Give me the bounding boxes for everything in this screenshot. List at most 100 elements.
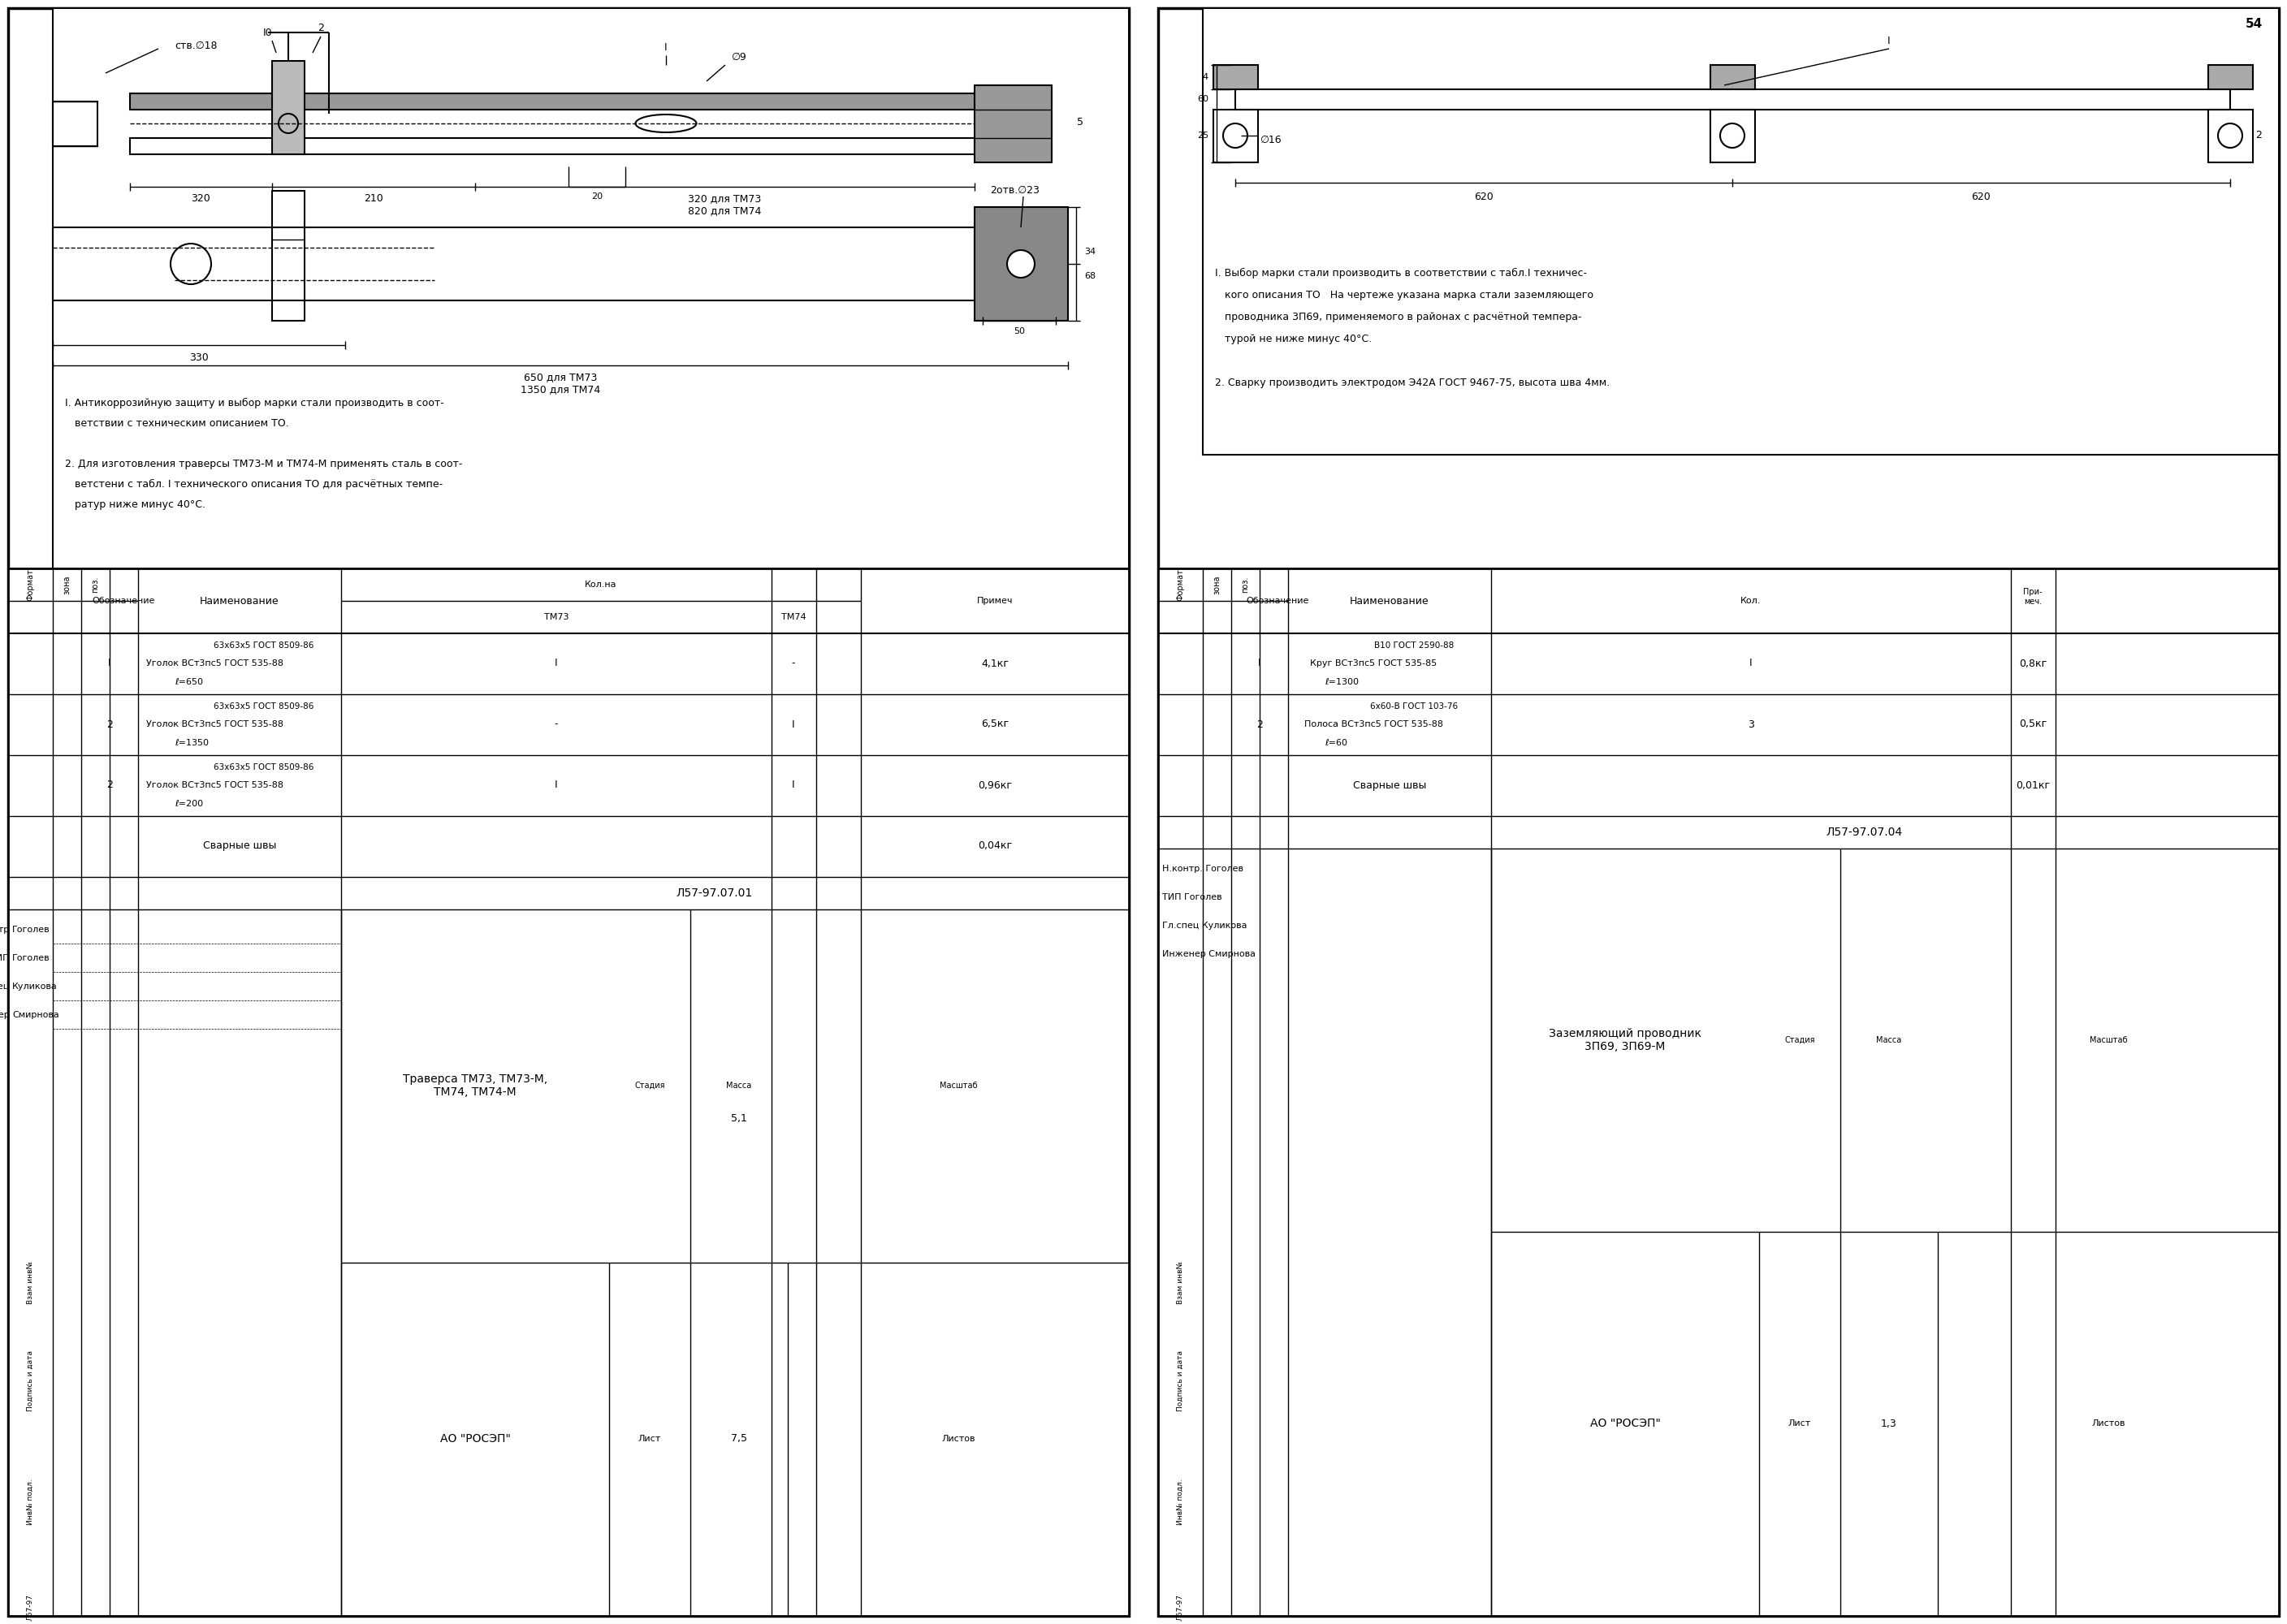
Text: ℓ=60: ℓ=60 [1324,739,1347,747]
Text: Наименование: Наименование [199,596,279,606]
Text: ТМ74: ТМ74 [782,612,805,620]
Text: Подпись и дата: Подпись и дата [27,1350,34,1411]
Text: ветствии с техническим описанием ТО.: ветствии с техническим описанием ТО. [64,417,288,429]
Text: Гл.спец Куликова: Гл.спец Куликова [1162,922,1246,929]
Text: 320: 320 [190,193,210,205]
Text: 63x63x5 ГОСТ 8509-86: 63x63x5 ГОСТ 8509-86 [215,763,313,771]
Text: I: I [1258,658,1260,669]
Text: АО "РОСЭП": АО "РОСЭП" [439,1432,510,1445]
Text: Н.контр: Н.контр [0,926,11,934]
Text: 4: 4 [1203,73,1208,81]
Text: При-
меч.: При- меч. [2024,588,2042,606]
Text: Инв№ подл.: Инв№ подл. [1176,1479,1185,1525]
Text: ветстени с табл. I технического описания ТО для расчётных темпе-: ветстени с табл. I технического описания… [64,479,444,490]
Text: Л57-97.07.01: Л57-97.07.01 [677,887,752,900]
Text: I. Антикоррозийную защиту и выбор марки стали производить в соот-: I. Антикоррозийную защиту и выбор марки … [64,398,444,409]
Text: Заземляющий проводник
3П69, 3П69-М: Заземляющий проводник 3П69, 3П69-М [1548,1028,1702,1052]
Text: 0,5кг: 0,5кг [2019,719,2047,729]
Bar [130,138,974,154]
Text: I: I [791,719,796,729]
Text: Круг ВСт3пс5 ГОСТ 535-85: Круг ВСт3пс5 ГОСТ 535-85 [1310,659,1436,667]
Bar [53,8,1130,666]
Text: В10 ГОСТ 2590-88: В10 ГОСТ 2590-88 [1374,641,1455,650]
Text: 3: 3 [1747,719,1754,729]
Text: Куликова: Куликова [11,983,57,991]
Text: 2: 2 [107,780,112,791]
Text: Формат: Формат [25,568,34,601]
Text: Сварные швы: Сварные швы [204,841,277,851]
Text: 2. Сварку производить электродом Э42А ГОСТ 9467-75, высота шва 4мм.: 2. Сварку производить электродом Э42А ГО… [1214,377,1610,388]
Text: 2. Для изготовления траверсы ТМ73-М и ТМ74-М применять сталь в соот-: 2. Для изготовления траверсы ТМ73-М и ТМ… [64,458,462,469]
Text: Гл.спец: Гл.спец [0,983,11,991]
Text: Обозначение: Обозначение [1246,596,1308,604]
Text: Полоса ВСт3пс5 ГОСТ 535-88: Полоса ВСт3пс5 ГОСТ 535-88 [1304,721,1443,728]
Text: 320 для ТМ73: 320 для ТМ73 [688,193,762,205]
Bar [1711,65,1754,89]
Text: 54: 54 [2246,18,2262,31]
Text: Кол.на: Кол.на [585,581,617,588]
Text: 5: 5 [1077,117,1084,127]
Text: 60: 60 [1196,94,1208,104]
Bar [272,190,304,322]
Text: 820 для ТМ74: 820 для ТМ74 [688,206,762,216]
Text: Масштаб: Масштаб [940,1082,977,1090]
Text: Л57-97.07.04: Л57-97.07.04 [1827,827,1903,838]
Text: 20: 20 [592,192,604,200]
Text: поз.: поз. [91,577,98,593]
Text: 2: 2 [1256,719,1262,729]
Bar [1157,568,2278,1616]
Text: Лист: Лист [1788,1419,1811,1427]
Text: Стадия: Стадия [633,1082,666,1090]
Text: кого описания ТО   На чертеже указана марка стали заземляющего: кого описания ТО На чертеже указана марк… [1214,289,1594,300]
Text: 2: 2 [2255,130,2262,141]
Text: ∅9: ∅9 [732,52,746,62]
Bar [974,206,1068,322]
Text: Взам инв№: Взам инв№ [1176,1262,1185,1304]
Text: Взам инв№: Взам инв№ [27,1262,34,1304]
Text: Л57-97: Л57-97 [27,1595,34,1621]
Text: Формат: Формат [1176,568,1185,601]
Text: 0,01кг: 0,01кг [2015,780,2049,791]
Text: Инженер Смирнова: Инженер Смирнова [1162,950,1256,958]
Text: I: I [666,42,668,52]
Text: -: - [553,719,558,729]
Text: 63x63x5 ГОСТ 8509-86: 63x63x5 ГОСТ 8509-86 [215,702,313,711]
Bar [1157,8,2278,1616]
Text: ТИП Гоголев: ТИП Гоголев [1162,893,1221,901]
Bar [1711,110,1754,162]
Text: I. Выбор марки стали производить в соответствии с табл.I техничес-: I. Выбор марки стали производить в соотв… [1214,268,1587,279]
Text: ТИП: ТИП [0,953,11,961]
Text: 5,1: 5,1 [732,1112,748,1124]
Bar [9,568,1130,1616]
Text: АО "РОСЭП": АО "РОСЭП" [1589,1418,1660,1429]
Circle shape [1720,123,1745,148]
Bar [1214,65,1258,89]
Text: I: I [1750,658,1752,669]
Text: 2отв.∅23: 2отв.∅23 [990,185,1041,197]
Text: Листов: Листов [942,1436,974,1442]
Bar [272,60,304,154]
Bar [1214,110,1258,162]
Text: 2: 2 [318,23,325,34]
Text: 1,3: 1,3 [1880,1418,1898,1429]
Bar [53,227,974,300]
Text: Смирнова: Смирнова [11,1010,59,1020]
Text: зона: зона [1212,575,1221,594]
Text: Гоголев: Гоголев [11,953,50,961]
Text: Масса: Масса [1875,1036,1903,1044]
Text: Траверса ТМ73, ТМ73-М,
ТМ74, ТМ74-М: Траверса ТМ73, ТМ73-М, ТМ74, ТМ74-М [403,1073,547,1098]
Text: Уголок ВСт3пс5 ГОСТ 535-88: Уголок ВСт3пс5 ГОСТ 535-88 [146,721,284,728]
Bar [1203,8,2278,455]
Bar [9,8,1130,1616]
Text: Инв№ подл.: Инв№ подл. [27,1479,34,1525]
Text: Уголок ВСт3пс5 ГОСТ 535-88: Уголок ВСт3пс5 ГОСТ 535-88 [146,659,284,667]
Text: Листов: Листов [2093,1419,2125,1427]
Bar [974,84,1052,162]
Text: Н.контр. Гоголев: Н.контр. Гоголев [1162,864,1244,874]
Text: Кол.: Кол. [1740,596,1761,604]
Text: 50: 50 [1013,328,1025,336]
Text: Инженер: Инженер [0,1010,11,1020]
Text: 620: 620 [1475,192,1493,203]
Text: зона: зона [62,575,71,594]
Text: ℓ=1300: ℓ=1300 [1324,679,1358,685]
